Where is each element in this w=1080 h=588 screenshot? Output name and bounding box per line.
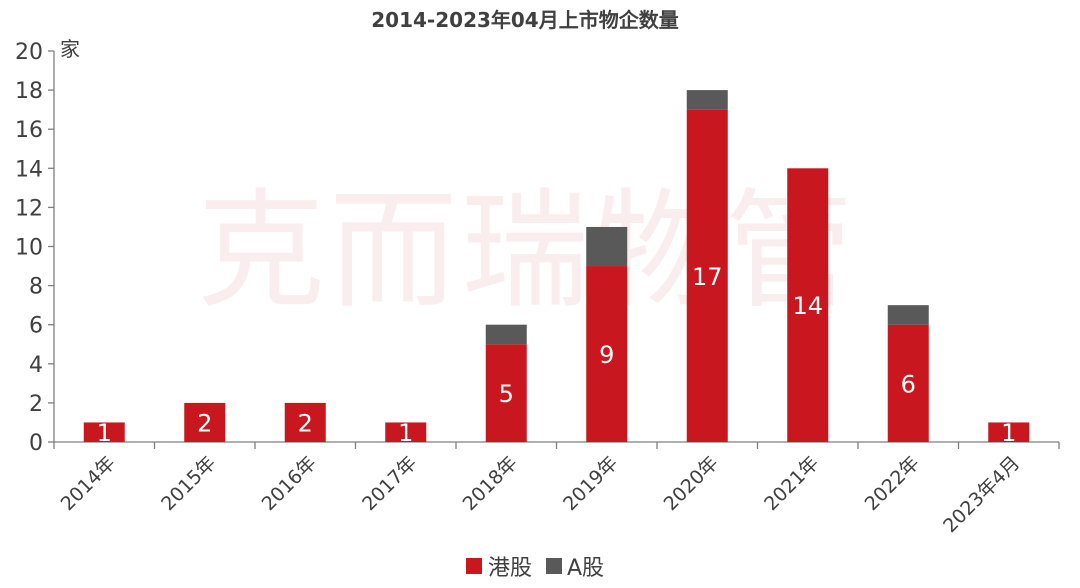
bar-data-label: 6 bbox=[901, 370, 916, 398]
y-tick-label: 6 bbox=[29, 314, 43, 339]
bar-hk bbox=[887, 324, 929, 442]
chart-title: 2014-2023年04月上市物企数量 bbox=[371, 8, 678, 32]
bar-hk bbox=[586, 266, 628, 442]
bar-a bbox=[686, 90, 728, 110]
bar-data-label: 1 bbox=[398, 419, 413, 447]
x-tick-label: 2019年 bbox=[559, 452, 622, 515]
bar-hk bbox=[485, 344, 527, 442]
y-tick-label: 10 bbox=[15, 236, 43, 261]
x-tick-label: 2023年4月 bbox=[939, 452, 1024, 537]
x-tick-label: 2014年 bbox=[57, 452, 120, 515]
legend: 港股 A股 bbox=[466, 556, 604, 581]
y-tick-label: 4 bbox=[29, 353, 43, 378]
y-tick-label: 16 bbox=[15, 118, 43, 143]
x-tick-label: 2018年 bbox=[459, 452, 522, 515]
bar-data-label: 17 bbox=[692, 263, 723, 291]
y-tick-label: 14 bbox=[15, 157, 43, 182]
legend-swatch-a bbox=[546, 558, 562, 574]
bar-data-label: 2 bbox=[197, 409, 212, 437]
bar-data-label: 14 bbox=[792, 292, 823, 320]
bar-data-label: 1 bbox=[97, 419, 112, 447]
bar-hk bbox=[385, 422, 427, 442]
y-axis-ticks: 0 2 4 6 8 10 12 14 16 18 20 bbox=[15, 40, 54, 456]
bar-a bbox=[887, 305, 929, 325]
y-tick-label: 0 bbox=[29, 431, 43, 456]
bar-a bbox=[485, 324, 527, 345]
y-axis-unit-label: 家 bbox=[60, 37, 80, 61]
legend-label-hk: 港股 bbox=[488, 556, 532, 581]
y-tick-label: 18 bbox=[15, 79, 43, 104]
bar-hk bbox=[83, 422, 125, 442]
y-tick-label: 20 bbox=[15, 40, 43, 65]
legend-swatch-hk bbox=[466, 558, 482, 574]
y-tick-label: 8 bbox=[29, 275, 43, 300]
bar-hk bbox=[184, 402, 226, 442]
x-tick-label: 2017年 bbox=[358, 452, 421, 515]
bar-hk bbox=[686, 109, 728, 443]
bar-hk bbox=[988, 422, 1030, 442]
legend-label-a: A股 bbox=[567, 556, 604, 581]
y-tick-label: 12 bbox=[15, 196, 43, 221]
bar-data-label: 2 bbox=[298, 409, 313, 437]
bar-data-label: 9 bbox=[599, 341, 614, 369]
x-tick-label: 2022年 bbox=[861, 452, 924, 515]
x-tick-label: 2015年 bbox=[157, 452, 220, 515]
x-tick-label: 2020年 bbox=[660, 452, 723, 515]
bar-data-label: 1 bbox=[1001, 419, 1016, 447]
bar-hk bbox=[787, 168, 829, 443]
x-tick-label: 2016年 bbox=[258, 452, 321, 515]
watermark: 克而瑞物管 bbox=[197, 177, 857, 326]
bar-hk bbox=[284, 402, 326, 442]
bar-data-label: 5 bbox=[499, 380, 514, 408]
y-tick-label: 2 bbox=[29, 392, 43, 417]
bars: 1 2 2 1 5 9 17 14 6 1 bbox=[83, 90, 1030, 447]
x-tick-label: 2021年 bbox=[760, 452, 823, 515]
x-axis-ticks: 2014年 2015年 2016年 2017年 2018年 2019年 2020年 2021年… bbox=[53, 442, 1060, 537]
bar-a bbox=[586, 226, 628, 267]
